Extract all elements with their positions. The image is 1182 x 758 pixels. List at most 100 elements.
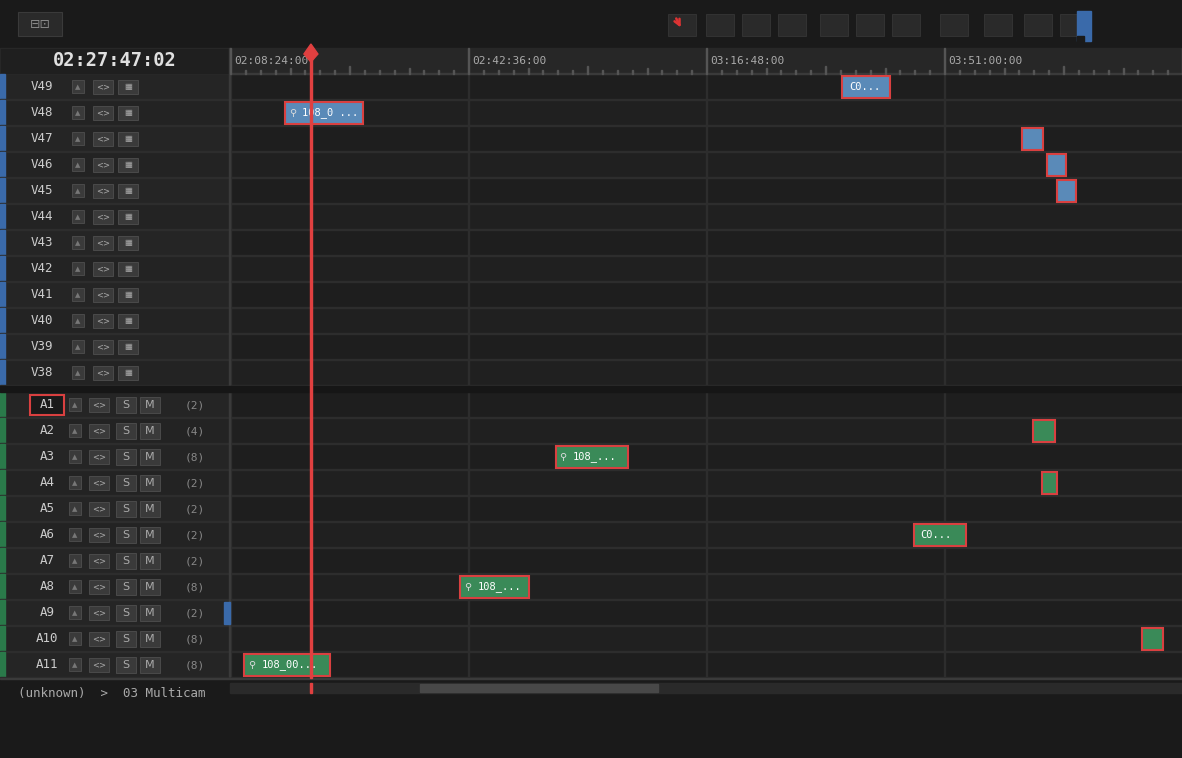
Bar bbox=[230, 548, 1182, 574]
Bar bbox=[89, 580, 109, 594]
Text: S: S bbox=[123, 660, 130, 670]
Bar bbox=[0, 360, 230, 386]
Bar bbox=[230, 178, 1182, 204]
Bar bbox=[72, 340, 84, 353]
Bar bbox=[0, 469, 1182, 470]
Text: ▲: ▲ bbox=[76, 188, 80, 194]
Bar bbox=[139, 605, 160, 621]
Text: <>: <> bbox=[92, 427, 106, 436]
Bar bbox=[0, 496, 230, 522]
Bar bbox=[230, 626, 1182, 652]
Text: ▲: ▲ bbox=[76, 136, 80, 142]
Bar bbox=[116, 449, 136, 465]
Bar bbox=[230, 496, 1182, 522]
Bar bbox=[230, 48, 1182, 74]
Bar bbox=[89, 398, 109, 412]
Text: ▦: ▦ bbox=[124, 134, 132, 143]
Bar bbox=[72, 132, 84, 145]
Text: M: M bbox=[145, 478, 155, 488]
Bar bbox=[230, 683, 1182, 693]
Text: (8): (8) bbox=[184, 634, 206, 644]
Bar bbox=[118, 80, 138, 94]
Text: <>: <> bbox=[96, 83, 110, 92]
Bar bbox=[230, 230, 1182, 256]
Bar bbox=[0, 386, 1182, 392]
Text: A2: A2 bbox=[39, 424, 54, 437]
Text: ▦: ▦ bbox=[124, 108, 132, 117]
Bar bbox=[89, 632, 109, 646]
Bar bbox=[0, 204, 5, 230]
Text: A9: A9 bbox=[39, 606, 54, 619]
Bar bbox=[1077, 36, 1084, 42]
Text: (2): (2) bbox=[184, 556, 206, 566]
Text: ▦: ▦ bbox=[124, 317, 132, 325]
Text: V41: V41 bbox=[31, 289, 53, 302]
Bar bbox=[0, 48, 230, 758]
Text: ▦: ▦ bbox=[124, 212, 132, 221]
Text: ▲: ▲ bbox=[72, 636, 78, 642]
Bar bbox=[0, 100, 5, 126]
Bar bbox=[69, 476, 82, 489]
Text: <>: <> bbox=[96, 290, 110, 299]
Bar bbox=[89, 528, 109, 542]
Bar bbox=[0, 230, 230, 256]
Bar bbox=[556, 446, 628, 468]
Bar bbox=[230, 522, 1182, 548]
Bar bbox=[225, 602, 230, 624]
Text: S: S bbox=[123, 608, 130, 618]
Text: S: S bbox=[123, 530, 130, 540]
Text: <>: <> bbox=[96, 265, 110, 274]
Text: ▲: ▲ bbox=[76, 84, 80, 90]
Text: ▲: ▲ bbox=[72, 610, 78, 616]
Text: (4): (4) bbox=[184, 426, 206, 436]
Bar bbox=[0, 308, 5, 334]
Text: A8: A8 bbox=[39, 581, 54, 594]
Bar bbox=[940, 14, 968, 36]
Bar bbox=[0, 282, 5, 308]
Bar bbox=[0, 281, 1182, 282]
Bar bbox=[0, 360, 5, 386]
Bar bbox=[0, 152, 230, 178]
Bar bbox=[139, 631, 160, 647]
Bar bbox=[116, 527, 136, 543]
Text: S: S bbox=[123, 426, 130, 436]
Bar bbox=[0, 418, 5, 444]
Text: C0...: C0... bbox=[849, 82, 881, 92]
Text: <>: <> bbox=[96, 161, 110, 170]
Text: V48: V48 bbox=[31, 107, 53, 120]
Bar bbox=[0, 599, 1182, 600]
Bar bbox=[0, 385, 1182, 386]
Bar bbox=[0, 521, 1182, 522]
Text: ▦: ▦ bbox=[124, 368, 132, 377]
Bar bbox=[230, 600, 1182, 626]
Bar bbox=[1043, 472, 1057, 494]
Bar bbox=[139, 579, 160, 595]
Text: <>: <> bbox=[92, 478, 106, 487]
Bar bbox=[230, 308, 1182, 334]
Text: 03:16:48:00: 03:16:48:00 bbox=[710, 56, 784, 66]
Text: <>: <> bbox=[96, 368, 110, 377]
Bar bbox=[89, 424, 109, 438]
Text: S: S bbox=[123, 400, 130, 410]
Text: <>: <> bbox=[96, 212, 110, 221]
Bar bbox=[116, 475, 136, 491]
Bar bbox=[72, 80, 84, 93]
Bar bbox=[93, 80, 113, 94]
Bar bbox=[72, 262, 84, 275]
Bar bbox=[118, 340, 138, 354]
Text: <>: <> bbox=[92, 609, 106, 618]
Bar bbox=[230, 74, 1182, 100]
Bar bbox=[0, 282, 230, 308]
Bar bbox=[72, 158, 84, 171]
Text: M: M bbox=[145, 660, 155, 670]
Text: 02:27:47:02: 02:27:47:02 bbox=[53, 52, 177, 70]
Bar bbox=[0, 334, 230, 360]
Bar bbox=[139, 527, 160, 543]
Text: <>: <> bbox=[92, 634, 106, 644]
Text: <>: <> bbox=[96, 186, 110, 196]
Bar bbox=[0, 0, 1182, 48]
Bar bbox=[118, 288, 138, 302]
Bar bbox=[0, 522, 5, 548]
Text: ▲: ▲ bbox=[76, 344, 80, 350]
Bar bbox=[0, 418, 230, 444]
